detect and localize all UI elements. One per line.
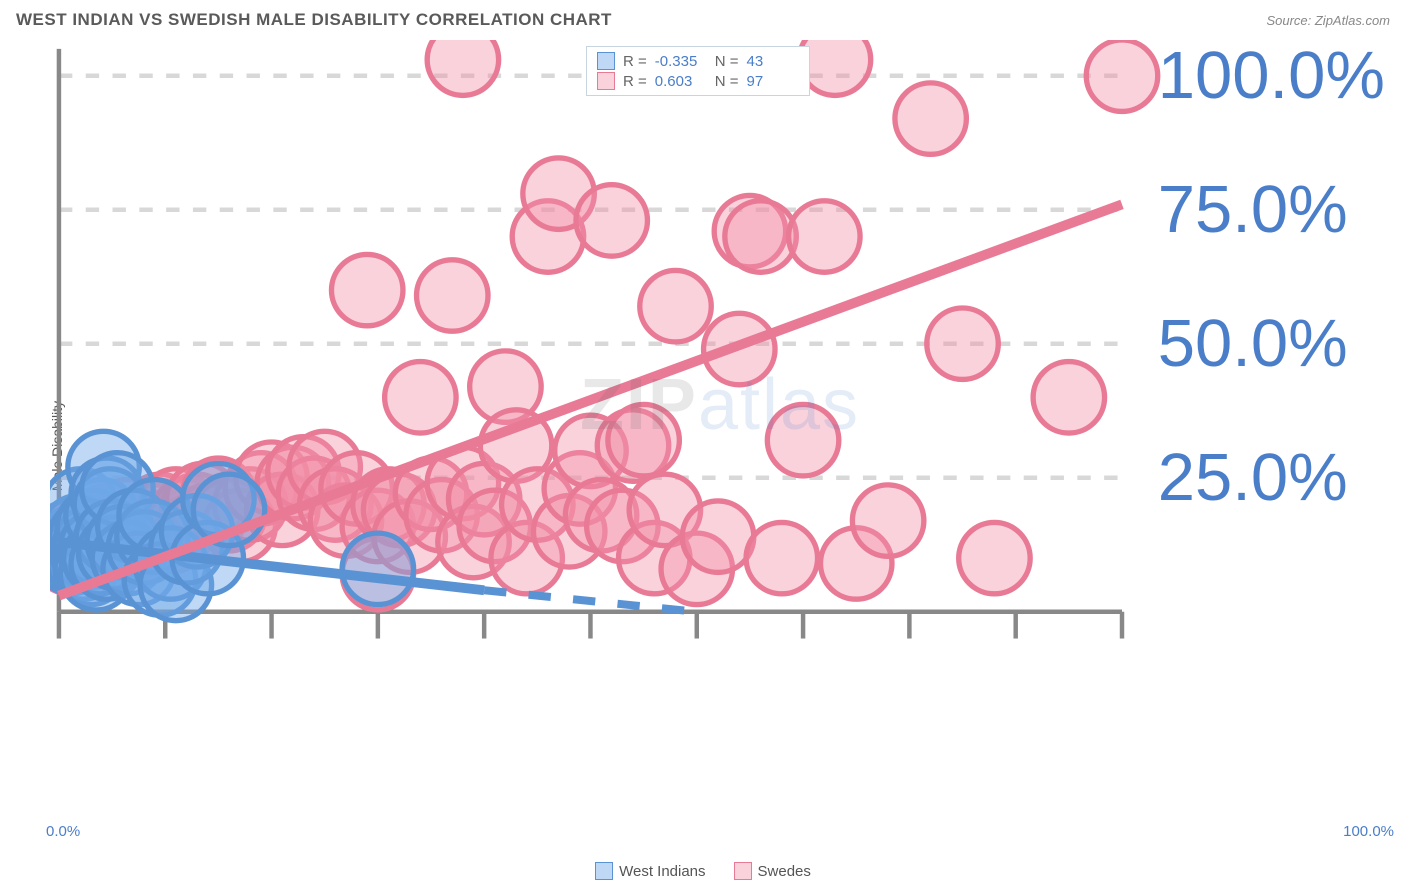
data-point xyxy=(682,501,753,572)
series-swatch xyxy=(597,52,615,70)
n-label: N = xyxy=(715,73,739,90)
data-point xyxy=(767,404,838,475)
data-point xyxy=(331,254,402,325)
chart-area: Male Disability 25.0%50.0%75.0%100.0% ZI… xyxy=(50,40,1390,852)
data-point xyxy=(608,404,679,475)
y-tick-label: 75.0% xyxy=(1158,172,1348,247)
legend-item: Swedes xyxy=(734,862,811,880)
n-label: N = xyxy=(715,53,739,70)
data-point xyxy=(1086,40,1157,111)
r-label: R = xyxy=(623,73,647,90)
scatter-plot: 25.0% 50.0% 75.0% 100.0% xyxy=(50,40,1390,710)
legend-label: West Indians xyxy=(619,863,705,880)
r-value: -0.335 xyxy=(655,53,707,70)
data-point xyxy=(576,185,647,256)
legend-swatch xyxy=(734,862,752,880)
data-point xyxy=(799,40,870,95)
data-point xyxy=(852,485,923,556)
data-point xyxy=(746,522,817,593)
stats-row: R = -0.335 N = 43 xyxy=(597,51,799,71)
data-point xyxy=(895,83,966,154)
legend-swatch xyxy=(595,862,613,880)
data-point xyxy=(417,260,488,331)
r-value: 0.603 xyxy=(655,73,707,90)
series-swatch xyxy=(597,72,615,90)
data-point xyxy=(725,201,796,272)
y-tick-label: 100.0% xyxy=(1158,40,1385,113)
data-point xyxy=(959,522,1030,593)
r-label: R = xyxy=(623,53,647,70)
data-point xyxy=(1033,362,1104,433)
bottom-legend: West Indians Swedes xyxy=(0,862,1406,880)
correlation-stats-box: R = -0.335 N = 43 R = 0.603 N = 97 xyxy=(586,46,810,96)
stats-row: R = 0.603 N = 97 xyxy=(597,71,799,91)
data-point xyxy=(789,201,860,272)
data-point xyxy=(427,40,498,95)
data-point xyxy=(927,308,998,379)
legend-label: Swedes xyxy=(758,863,811,880)
n-value: 43 xyxy=(747,53,799,70)
n-value: 97 xyxy=(747,73,799,90)
legend-item: West Indians xyxy=(595,862,705,880)
x-axis-label-min: 0.0% xyxy=(46,823,80,840)
y-tick-label: 25.0% xyxy=(1158,440,1348,515)
data-point xyxy=(640,270,711,341)
chart-title: WEST INDIAN VS SWEDISH MALE DISABILITY C… xyxy=(16,10,612,30)
data-point xyxy=(342,533,413,604)
y-tick-label: 50.0% xyxy=(1158,306,1348,381)
source-label: Source: ZipAtlas.com xyxy=(1266,13,1390,28)
x-axis-label-max: 100.0% xyxy=(1343,823,1394,840)
data-point xyxy=(385,362,456,433)
